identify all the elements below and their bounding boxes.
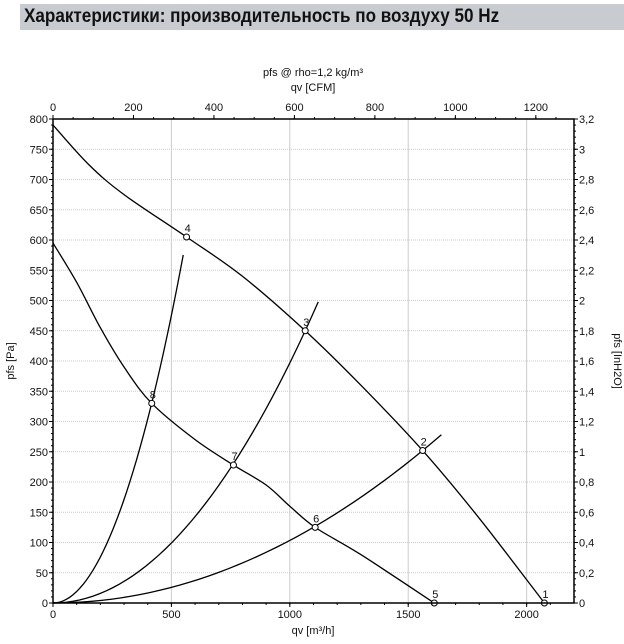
y2-tick-label: 3 bbox=[579, 144, 585, 156]
y-tick-label: 500 bbox=[30, 296, 48, 308]
series-line-3 bbox=[52, 254, 184, 604]
series-line-5 bbox=[52, 434, 442, 604]
operating-point-3 bbox=[301, 327, 309, 335]
x-tick-label: 1500 bbox=[396, 609, 420, 621]
y-tick-label: 400 bbox=[30, 356, 48, 368]
title-bar: Характеристики: производительность по во… bbox=[20, 4, 624, 30]
x2-tick-label: 1000 bbox=[443, 102, 467, 114]
y-tick-label: 50 bbox=[36, 568, 48, 580]
operating-point-label: 7 bbox=[231, 451, 237, 463]
y-tick-label: 100 bbox=[30, 538, 48, 550]
y-tick-label: 700 bbox=[30, 175, 48, 187]
series-line-2 bbox=[52, 242, 435, 604]
y-tick-label: 350 bbox=[30, 386, 48, 398]
x-tick-label: 2000 bbox=[514, 609, 538, 621]
x-tick-label: 0 bbox=[50, 609, 56, 621]
operating-point-label: 1 bbox=[542, 589, 548, 601]
x2-axis-label: qv [CFM] bbox=[291, 82, 336, 94]
operating-point-label: 2 bbox=[421, 437, 427, 449]
x2-tick-label: 600 bbox=[285, 102, 303, 114]
y2-tick-label: 1,4 bbox=[579, 386, 594, 398]
operating-point-label: 6 bbox=[313, 513, 319, 525]
operating-point-8 bbox=[148, 399, 156, 407]
y-tick-label: 750 bbox=[30, 144, 48, 156]
x-tick-label: 500 bbox=[162, 609, 180, 621]
x2-tick-label: 400 bbox=[205, 102, 223, 114]
y2-tick-label: 1,6 bbox=[579, 356, 594, 368]
y2-tick-label: 0,6 bbox=[579, 507, 594, 519]
y-tick-label: 800 bbox=[30, 114, 48, 126]
y-tick-label: 300 bbox=[30, 417, 48, 429]
y2-tick-label: 0,2 bbox=[579, 568, 594, 580]
x2-tick-label: 0 bbox=[50, 102, 56, 114]
operating-point-label: 3 bbox=[303, 317, 309, 329]
y2-tick-label: 2,4 bbox=[579, 235, 594, 247]
operating-point-label: 4 bbox=[185, 223, 191, 235]
x2-tick-label: 800 bbox=[366, 102, 384, 114]
series-line-1 bbox=[52, 124, 545, 604]
x2-tick-label: 1200 bbox=[524, 102, 548, 114]
y-tick-label: 200 bbox=[30, 477, 48, 489]
y2-tick-label: 0 bbox=[579, 598, 585, 610]
operating-point-label: 5 bbox=[432, 589, 438, 601]
x-axis-label: qv [m³/h] bbox=[292, 625, 335, 637]
y-axis-label: pfs [Pa] bbox=[5, 342, 17, 379]
operating-point-4 bbox=[183, 233, 191, 241]
y-tick-label: 250 bbox=[30, 447, 48, 459]
operating-point-7 bbox=[229, 461, 237, 469]
operating-point-6 bbox=[311, 523, 319, 531]
x2-tick-label: 200 bbox=[124, 102, 142, 114]
x-tick-label: 1000 bbox=[278, 609, 302, 621]
y2-tick-label: 2,8 bbox=[579, 175, 594, 187]
y2-tick-label: 2,2 bbox=[579, 265, 594, 277]
y-tick-label: 150 bbox=[30, 507, 48, 519]
chart-title: pfs @ rho=1,2 kg/m³ bbox=[263, 67, 363, 79]
page-title: Характеристики: производительность по во… bbox=[24, 6, 500, 27]
y-tick-label: 600 bbox=[30, 235, 48, 247]
y-tick-label: 0 bbox=[42, 598, 48, 610]
y2-tick-label: 1,2 bbox=[579, 417, 594, 429]
y2-tick-label: 3,2 bbox=[579, 114, 594, 126]
y2-axis-label: pfs [InH2O] bbox=[611, 333, 623, 389]
y2-tick-label: 2 bbox=[579, 296, 585, 308]
operating-point-2 bbox=[419, 447, 427, 455]
y2-tick-label: 1 bbox=[579, 447, 585, 459]
y2-tick-label: 0,8 bbox=[579, 477, 594, 489]
series-line-4 bbox=[52, 301, 319, 604]
y2-tick-label: 0,4 bbox=[579, 538, 594, 550]
y-tick-label: 550 bbox=[30, 265, 48, 277]
operating-point-label: 8 bbox=[150, 389, 156, 401]
y2-tick-label: 2,6 bbox=[579, 205, 594, 217]
y-tick-label: 450 bbox=[30, 326, 48, 338]
y2-tick-label: 1,8 bbox=[579, 326, 594, 338]
y-tick-label: 650 bbox=[30, 205, 48, 217]
